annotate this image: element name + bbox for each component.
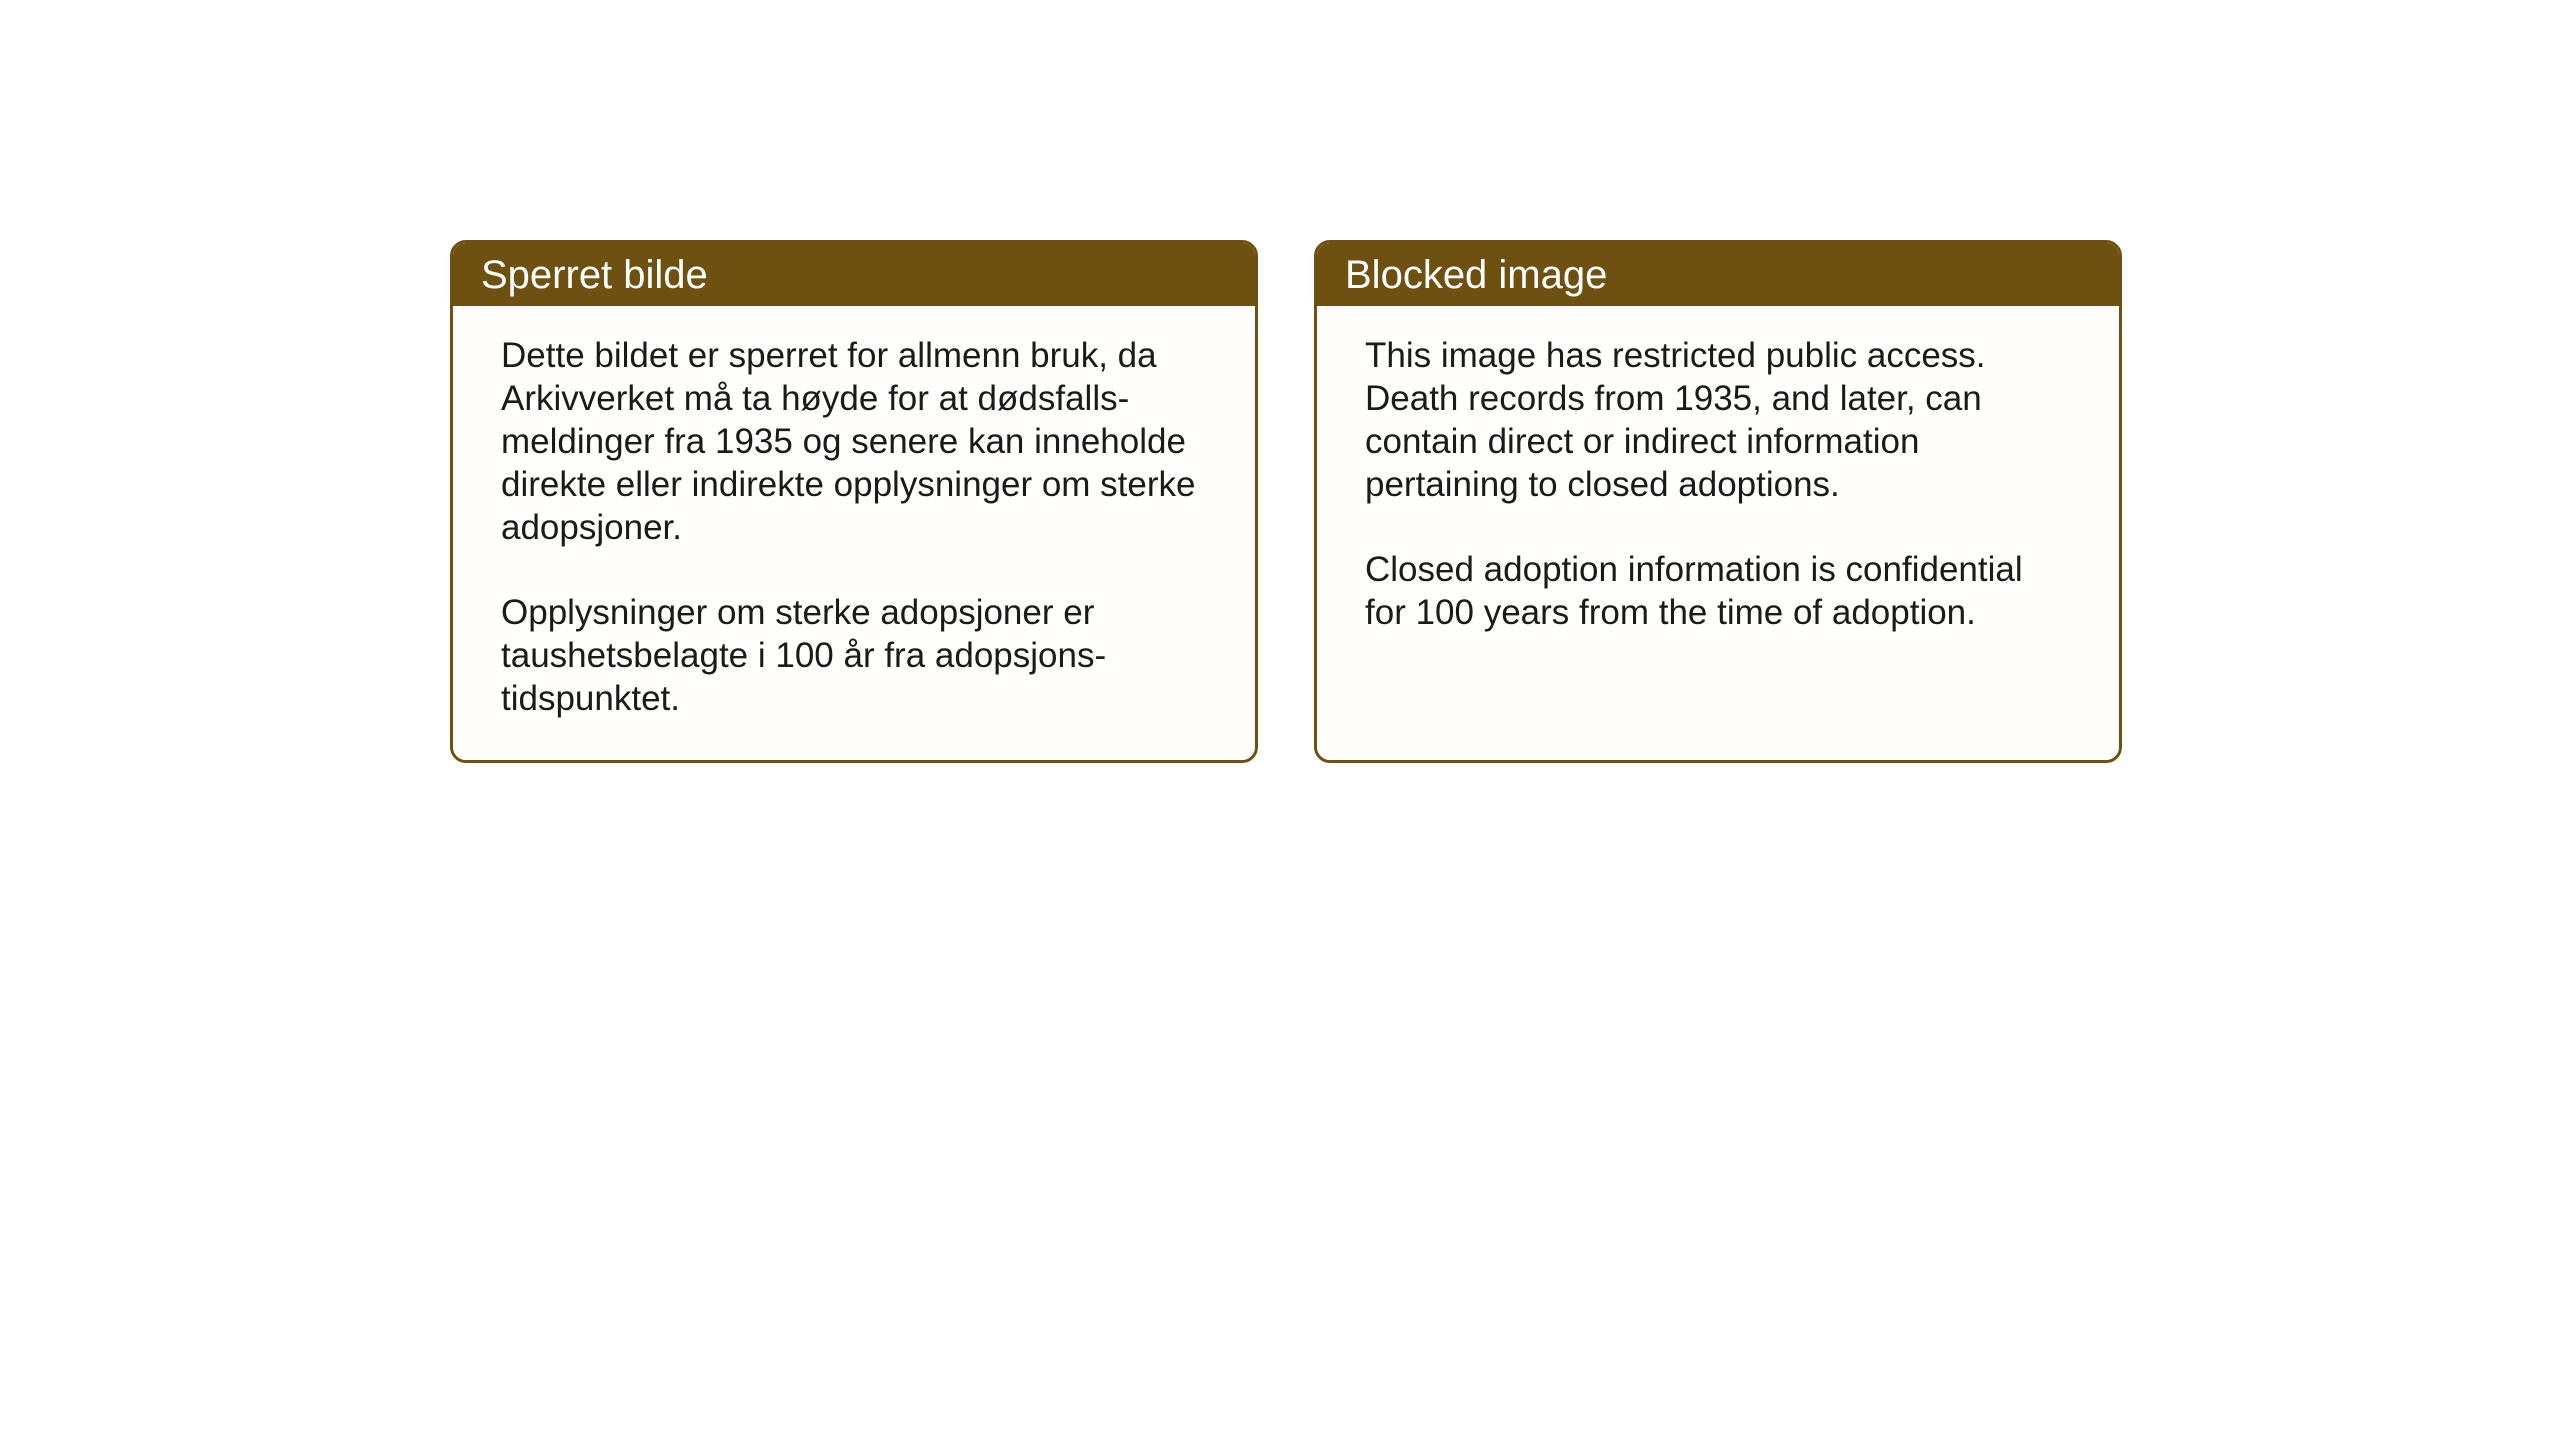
notice-body-norwegian: Dette bildet er sperret for allmenn bruk…	[453, 306, 1255, 760]
notice-paragraph-2-norwegian: Opplysninger om sterke adopsjoner er tau…	[501, 591, 1207, 720]
notice-container: Sperret bilde Dette bildet er sperret fo…	[450, 240, 2122, 763]
notice-header-english: Blocked image	[1317, 243, 2119, 306]
notice-paragraph-1-norwegian: Dette bildet er sperret for allmenn bruk…	[501, 334, 1207, 549]
notice-title-english: Blocked image	[1345, 253, 1607, 297]
notice-paragraph-2-english: Closed adoption information is confident…	[1365, 548, 2071, 634]
notice-card-english: Blocked image This image has restricted …	[1314, 240, 2122, 763]
notice-paragraph-1-english: This image has restricted public access.…	[1365, 334, 2071, 506]
notice-header-norwegian: Sperret bilde	[453, 243, 1255, 306]
notice-card-norwegian: Sperret bilde Dette bildet er sperret fo…	[450, 240, 1258, 763]
notice-body-english: This image has restricted public access.…	[1317, 306, 2119, 756]
notice-title-norwegian: Sperret bilde	[481, 253, 708, 297]
